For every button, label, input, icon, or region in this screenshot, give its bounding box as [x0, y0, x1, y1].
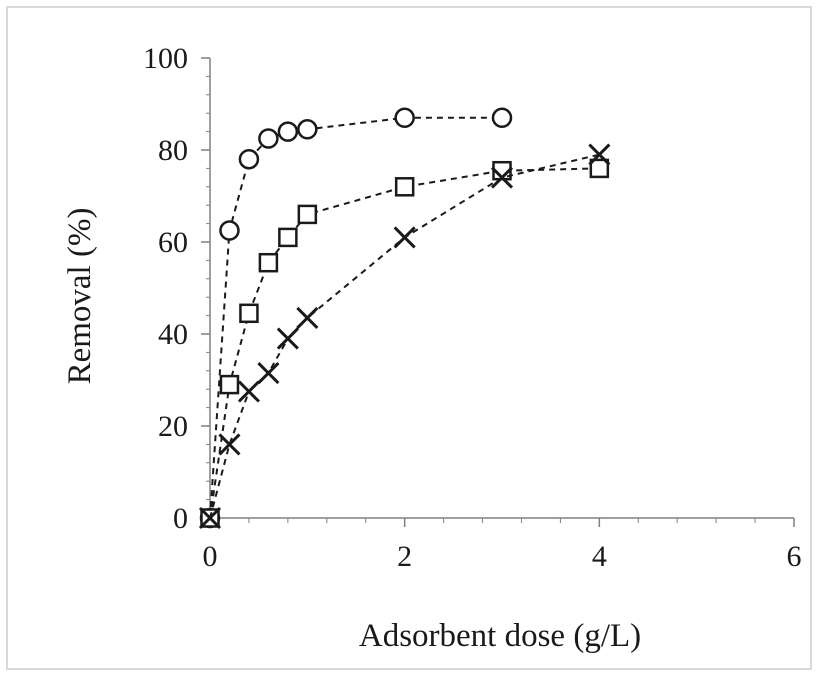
series-square	[200, 158, 610, 528]
x-tick-label: 0	[203, 540, 218, 573]
series-layer	[198, 107, 611, 530]
data-point-x	[237, 380, 260, 403]
data-point-circle	[297, 119, 318, 140]
data-point-circle	[238, 148, 260, 170]
data-point-x	[276, 327, 299, 350]
series-line	[209, 153, 600, 519]
chart-frame: 0 20 40 60 80 100 0 2 4 6 Adsorbent dose (g/L) Re…	[6, 6, 812, 670]
y-tick-label: 60	[158, 226, 188, 259]
x-tick-label: 6	[787, 540, 802, 573]
data-point-square	[258, 252, 279, 273]
data-point-circle	[258, 128, 279, 149]
series-line	[209, 167, 600, 519]
data-point-square	[219, 374, 240, 395]
data-point-square	[297, 204, 318, 225]
data-point-circle	[394, 107, 415, 129]
data-point-x	[198, 506, 222, 530]
x-tick-label: 4	[592, 540, 607, 573]
y-tick-label: 100	[143, 42, 188, 75]
y-tick-label: 20	[158, 410, 188, 443]
series-x	[198, 143, 611, 530]
y-tick-label: 40	[158, 318, 188, 351]
data-point-square	[278, 227, 298, 248]
data-point-x	[588, 143, 611, 166]
data-point-circle	[491, 107, 513, 129]
chart-svg: 0 20 40 60 80 100 0 2 4 6 Adsorbent dose (g/L) Re…	[62, 42, 802, 654]
data-point-x	[490, 166, 514, 189]
axes: 0 20 40 60 80 100 0 2 4 6	[143, 42, 802, 573]
x-tick-label: 2	[397, 540, 412, 573]
data-point-square	[589, 158, 610, 179]
y-axis-title: Removal (%)	[62, 208, 98, 385]
data-point-square	[239, 303, 259, 324]
data-point-x	[393, 226, 416, 249]
data-point-square	[394, 177, 415, 197]
y-tick-label: 80	[158, 134, 188, 167]
data-point-circle	[277, 121, 299, 142]
data-point-x	[296, 306, 319, 329]
series-line	[209, 116, 502, 519]
data-point-x	[257, 362, 280, 385]
x-axis-title: Adsorbent dose (g/L)	[359, 618, 641, 654]
data-point-x	[218, 433, 241, 456]
y-tick-label: 0	[173, 502, 188, 535]
data-point-circle	[219, 220, 240, 241]
